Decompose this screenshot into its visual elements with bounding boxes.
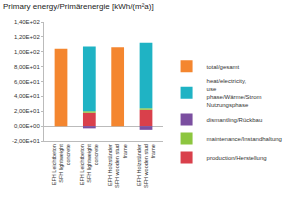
- svg-text:dismantling/Rückbau: dismantling/Rückbau: [207, 117, 263, 123]
- svg-text:1,40E+02: 1,40E+02: [14, 19, 41, 25]
- svg-text:maintenance/Instandhaltung: maintenance/Instandhaltung: [207, 136, 282, 142]
- svg-text:2,00E+01: 2,00E+01: [14, 108, 41, 114]
- svg-text:Primary energy/Primärenergie [: Primary energy/Primärenergie [kWh/(m²a)]: [3, 2, 154, 11]
- svg-text:0,00E+00: 0,00E+00: [14, 123, 41, 129]
- svg-text:production/Herstellung: production/Herstellung: [207, 155, 267, 161]
- svg-text:EFH LeichtbetonSFH lightweight: EFH LeichtbetonSFH lightweightconcrete: [51, 144, 71, 185]
- svg-text:6,00E+01: 6,00E+01: [14, 79, 41, 85]
- svg-text:EFH LeichtbetonSFH lightweight: EFH LeichtbetonSFH lightweightconcrete: [79, 144, 99, 185]
- svg-text:1,00E+02: 1,00E+02: [14, 49, 41, 55]
- svg-text:heat/electricity,usephase/Wärm: heat/electricity,usephase/Wärme/StromNut…: [207, 78, 262, 107]
- svg-text:EFH HolzständerSFH wooden stud: EFH HolzständerSFH wooden studframe: [107, 144, 127, 188]
- svg-text:EFH HolzständerSFH wooden stud: EFH HolzständerSFH wooden studframe: [136, 144, 156, 188]
- svg-text:-2,00E+01: -2,00E+01: [12, 138, 41, 144]
- svg-text:1,20E+02: 1,20E+02: [14, 34, 41, 40]
- svg-text:total/gesamt: total/gesamt: [207, 64, 240, 70]
- svg-text:4,00E+01: 4,00E+01: [14, 93, 41, 99]
- svg-text:8,00E+01: 8,00E+01: [14, 64, 41, 70]
